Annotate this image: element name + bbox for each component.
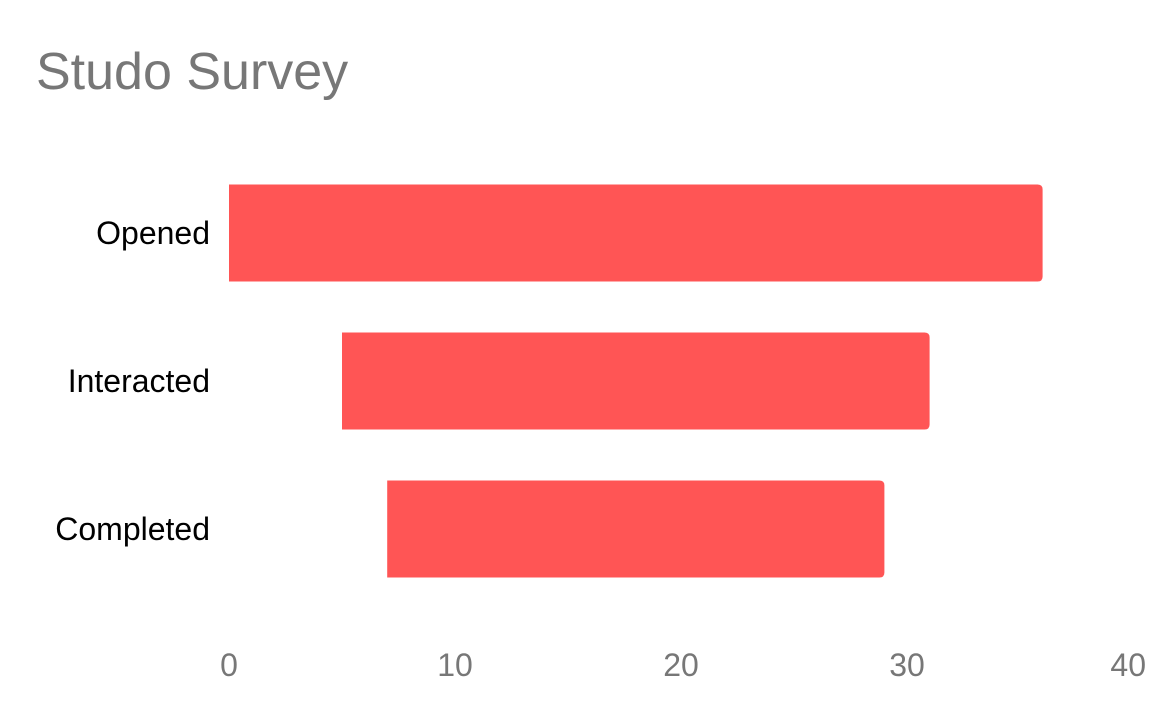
bar-opened: [229, 184, 1043, 282]
x-tick-label: 0: [220, 647, 238, 683]
chart-title: Studo Survey: [36, 43, 349, 101]
category-label-completed: Completed: [55, 511, 210, 547]
bar-interacted: [342, 332, 930, 430]
bar-completed: [387, 480, 885, 578]
category-label-opened: Opened: [96, 215, 210, 251]
x-tick-label: 10: [437, 647, 473, 683]
x-tick-label: 20: [663, 647, 699, 683]
x-tick-label: 30: [889, 647, 925, 683]
x-tick-label: 40: [1110, 647, 1146, 683]
category-label-interacted: Interacted: [68, 363, 210, 399]
